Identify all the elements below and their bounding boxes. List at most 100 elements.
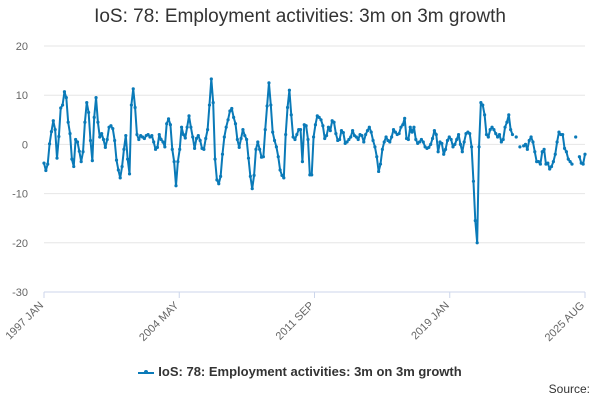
data-point bbox=[319, 118, 323, 122]
data-point bbox=[574, 135, 578, 139]
data-point bbox=[460, 150, 464, 154]
data-point bbox=[66, 120, 70, 124]
data-point bbox=[114, 158, 119, 162]
data-point bbox=[271, 130, 275, 134]
data-point bbox=[507, 113, 511, 117]
data-point bbox=[317, 115, 321, 119]
data-point bbox=[120, 164, 124, 169]
data-point bbox=[549, 164, 554, 169]
data-point bbox=[254, 147, 258, 151]
data-point bbox=[564, 150, 569, 154]
data-point bbox=[137, 137, 141, 142]
data-point bbox=[475, 241, 479, 245]
data-point bbox=[109, 124, 113, 128]
data-point bbox=[300, 160, 305, 164]
data-point bbox=[230, 106, 234, 111]
data-point bbox=[382, 140, 386, 144]
data-point bbox=[103, 145, 107, 149]
data-point bbox=[248, 174, 252, 178]
data-point bbox=[401, 123, 405, 127]
data-point bbox=[555, 140, 559, 144]
data-point bbox=[429, 142, 433, 146]
data-point bbox=[285, 105, 290, 110]
data-point bbox=[410, 130, 414, 134]
data-point bbox=[473, 219, 477, 223]
data-point bbox=[220, 152, 225, 156]
data-point bbox=[417, 140, 422, 144]
data-point bbox=[510, 132, 515, 137]
data-point bbox=[518, 145, 522, 149]
legend-swatch-icon bbox=[138, 369, 155, 374]
data-point bbox=[176, 160, 180, 164]
data-point bbox=[183, 136, 187, 140]
data-point bbox=[47, 142, 52, 146]
data-point bbox=[198, 138, 202, 143]
data-point bbox=[90, 159, 94, 163]
data-point bbox=[479, 100, 483, 105]
legend[interactable]: IoS: 78: Employment activities: 3m on 3m… bbox=[0, 364, 600, 379]
data-point bbox=[380, 147, 384, 151]
data-point bbox=[278, 168, 282, 172]
y-tick-label: -20 bbox=[12, 238, 28, 250]
data-point bbox=[168, 123, 173, 127]
chart-title: IoS: 78: Employment activities: 3m on 3m… bbox=[94, 6, 506, 27]
data-point bbox=[94, 96, 98, 100]
data-point bbox=[111, 127, 115, 131]
data-point bbox=[87, 110, 91, 115]
data-point bbox=[384, 135, 388, 139]
data-point bbox=[250, 187, 254, 191]
data-point bbox=[83, 120, 87, 124]
data-point bbox=[334, 131, 338, 136]
data-point bbox=[189, 125, 193, 129]
data-point bbox=[59, 106, 63, 110]
data-point bbox=[192, 146, 197, 150]
data-point bbox=[237, 145, 241, 149]
data-point bbox=[551, 160, 556, 164]
y-tick-label: 0 bbox=[22, 139, 28, 151]
data-point bbox=[369, 130, 373, 134]
data-point bbox=[178, 147, 182, 151]
data-point bbox=[391, 128, 396, 132]
data-point bbox=[406, 137, 410, 142]
data-point bbox=[581, 162, 585, 166]
data-point bbox=[79, 160, 83, 164]
data-point bbox=[453, 142, 457, 146]
x-tick-label: 1997 JAN bbox=[3, 300, 46, 343]
data-point bbox=[172, 160, 176, 164]
data-point bbox=[442, 152, 446, 156]
data-point bbox=[157, 132, 161, 137]
data-point bbox=[514, 135, 518, 139]
data-point bbox=[241, 128, 245, 132]
data-point bbox=[360, 133, 364, 138]
data-point bbox=[323, 136, 327, 141]
data-point bbox=[354, 135, 358, 139]
data-point bbox=[92, 115, 96, 119]
data-point bbox=[399, 125, 403, 129]
data-point bbox=[477, 145, 481, 149]
data-point bbox=[427, 145, 431, 149]
data-point bbox=[133, 105, 137, 110]
data-point bbox=[207, 103, 212, 107]
data-point bbox=[72, 164, 76, 169]
data-point bbox=[324, 133, 329, 138]
data-point bbox=[179, 125, 184, 129]
data-point bbox=[293, 137, 297, 142]
data-point bbox=[191, 135, 195, 139]
data-point bbox=[185, 125, 189, 129]
data-point bbox=[496, 135, 500, 139]
data-point bbox=[202, 147, 206, 151]
data-point bbox=[85, 100, 89, 105]
data-point bbox=[165, 122, 169, 126]
data-point bbox=[488, 128, 492, 132]
legend-label: IoS: 78: Employment activities: 3m on 3m… bbox=[158, 364, 462, 379]
data-point bbox=[170, 147, 174, 151]
data-point bbox=[443, 147, 448, 151]
data-point bbox=[523, 142, 528, 146]
data-point bbox=[282, 176, 286, 180]
data-point bbox=[527, 138, 531, 143]
data-point bbox=[155, 145, 160, 149]
data-point bbox=[373, 145, 377, 149]
data-point bbox=[321, 124, 325, 128]
data-point bbox=[75, 140, 80, 144]
data-point bbox=[388, 140, 392, 144]
